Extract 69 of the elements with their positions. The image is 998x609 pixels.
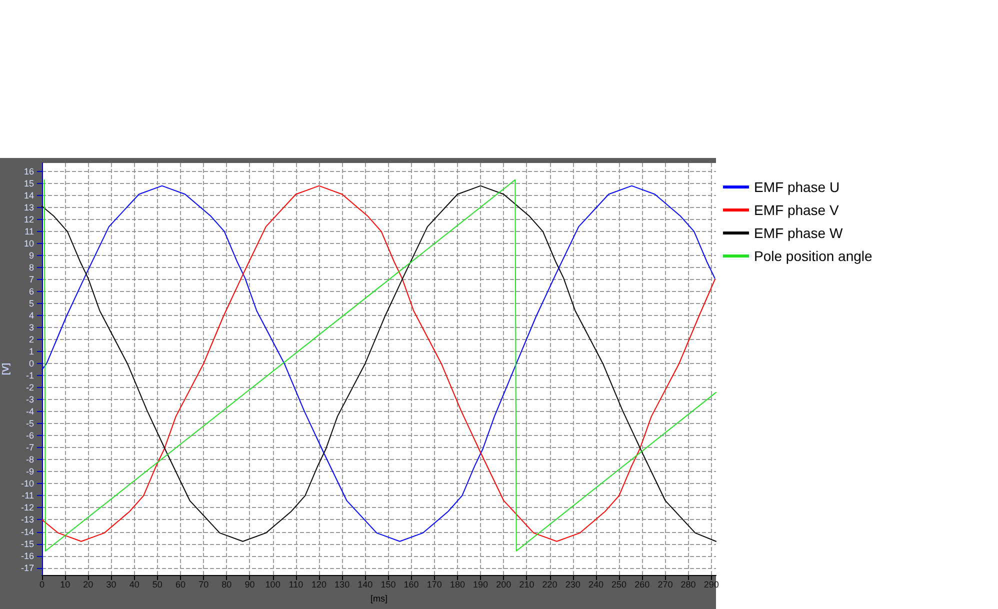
y-tick-label: -15 bbox=[20, 538, 34, 549]
x-tick-label: 250 bbox=[612, 580, 627, 590]
x-tick-label: 180 bbox=[450, 580, 465, 590]
y-tick-label: -4 bbox=[26, 406, 34, 417]
x-tick-label: 120 bbox=[311, 580, 326, 590]
x-tick-label: 110 bbox=[288, 580, 304, 590]
y-tick-label: -11 bbox=[22, 490, 34, 501]
x-tick-label: 40 bbox=[129, 580, 140, 590]
y-tick-label: 0 bbox=[28, 358, 34, 369]
x-tick-label: 220 bbox=[542, 580, 558, 590]
y-tick-label: -7 bbox=[26, 442, 34, 453]
y-tick-label: -12 bbox=[20, 502, 34, 513]
x-tick-label: 60 bbox=[175, 580, 186, 590]
y-tick-label: -2 bbox=[26, 382, 34, 393]
y-tick-label: -6 bbox=[26, 430, 34, 441]
x-tick-label: 80 bbox=[222, 580, 232, 590]
y-tick-label: -9 bbox=[26, 466, 34, 477]
y-tick-label: -3 bbox=[26, 394, 34, 405]
x-tick-label: 170 bbox=[426, 580, 442, 590]
y-tick-label: 3 bbox=[28, 322, 34, 333]
x-tick-label: 160 bbox=[404, 580, 419, 590]
y-tick-label: 1 bbox=[28, 346, 34, 357]
y-tick-label: 4 bbox=[28, 310, 34, 321]
legend-label: EMF phase W bbox=[754, 225, 844, 241]
y-tick-label: 5 bbox=[28, 298, 34, 309]
y-tick-label: 16 bbox=[24, 166, 34, 176]
x-tick-label: 270 bbox=[658, 580, 673, 590]
y-axis-title: [V] bbox=[0, 363, 11, 375]
y-tick-label: -1 bbox=[26, 370, 34, 381]
y-tick-label: -14 bbox=[20, 526, 34, 537]
y-tick-label: 11 bbox=[24, 226, 34, 236]
x-tick-label: 140 bbox=[358, 580, 373, 590]
y-tick-label: 14 bbox=[24, 190, 34, 200]
x-tick-label: 260 bbox=[634, 580, 650, 590]
x-tick-label: 130 bbox=[334, 580, 350, 590]
x-tick-label: 50 bbox=[152, 580, 162, 590]
y-tick-label: -8 bbox=[26, 454, 34, 465]
x-tick-label: 90 bbox=[244, 580, 255, 590]
legend-label: EMF phase U bbox=[754, 179, 840, 195]
y-tick-label: -13 bbox=[20, 514, 34, 525]
y-tick-label: -16 bbox=[20, 550, 34, 561]
y-tick-label: 6 bbox=[28, 286, 34, 297]
y-tick-label: 15 bbox=[24, 178, 34, 188]
x-tick-label: 240 bbox=[588, 580, 604, 590]
x-tick-label: 200 bbox=[496, 580, 512, 590]
y-tick-label: 2 bbox=[28, 334, 34, 345]
y-tick-label: -17 bbox=[20, 562, 34, 573]
y-tick-label: 12 bbox=[24, 214, 34, 224]
y-tick-label: 7 bbox=[28, 274, 34, 285]
y-tick-label: 9 bbox=[28, 250, 34, 260]
y-tick-label: 13 bbox=[24, 202, 34, 212]
x-tick-label: 150 bbox=[380, 580, 396, 590]
y-tick-label: -5 bbox=[26, 418, 34, 429]
x-tick-label: 0 bbox=[39, 580, 45, 590]
x-tick-label: 190 bbox=[473, 580, 488, 590]
legend-label: Pole position angle bbox=[754, 248, 873, 264]
x-tick-label: 210 bbox=[519, 580, 534, 590]
x-tick-label: 100 bbox=[265, 580, 280, 590]
x-tick-label: 30 bbox=[106, 580, 116, 590]
x-tick-label: 20 bbox=[83, 580, 94, 590]
x-tick-label: 280 bbox=[680, 580, 696, 590]
x-axis-title: [ms] bbox=[370, 593, 388, 604]
legend-label: EMF phase V bbox=[754, 202, 840, 218]
y-tick-label: 10 bbox=[24, 238, 34, 248]
y-tick-label: -10 bbox=[20, 478, 34, 489]
x-tick-label: 10 bbox=[60, 580, 70, 590]
x-tick-label: 230 bbox=[565, 580, 580, 590]
x-tick-label: 70 bbox=[198, 580, 209, 590]
y-tick-label: 8 bbox=[28, 262, 34, 272]
